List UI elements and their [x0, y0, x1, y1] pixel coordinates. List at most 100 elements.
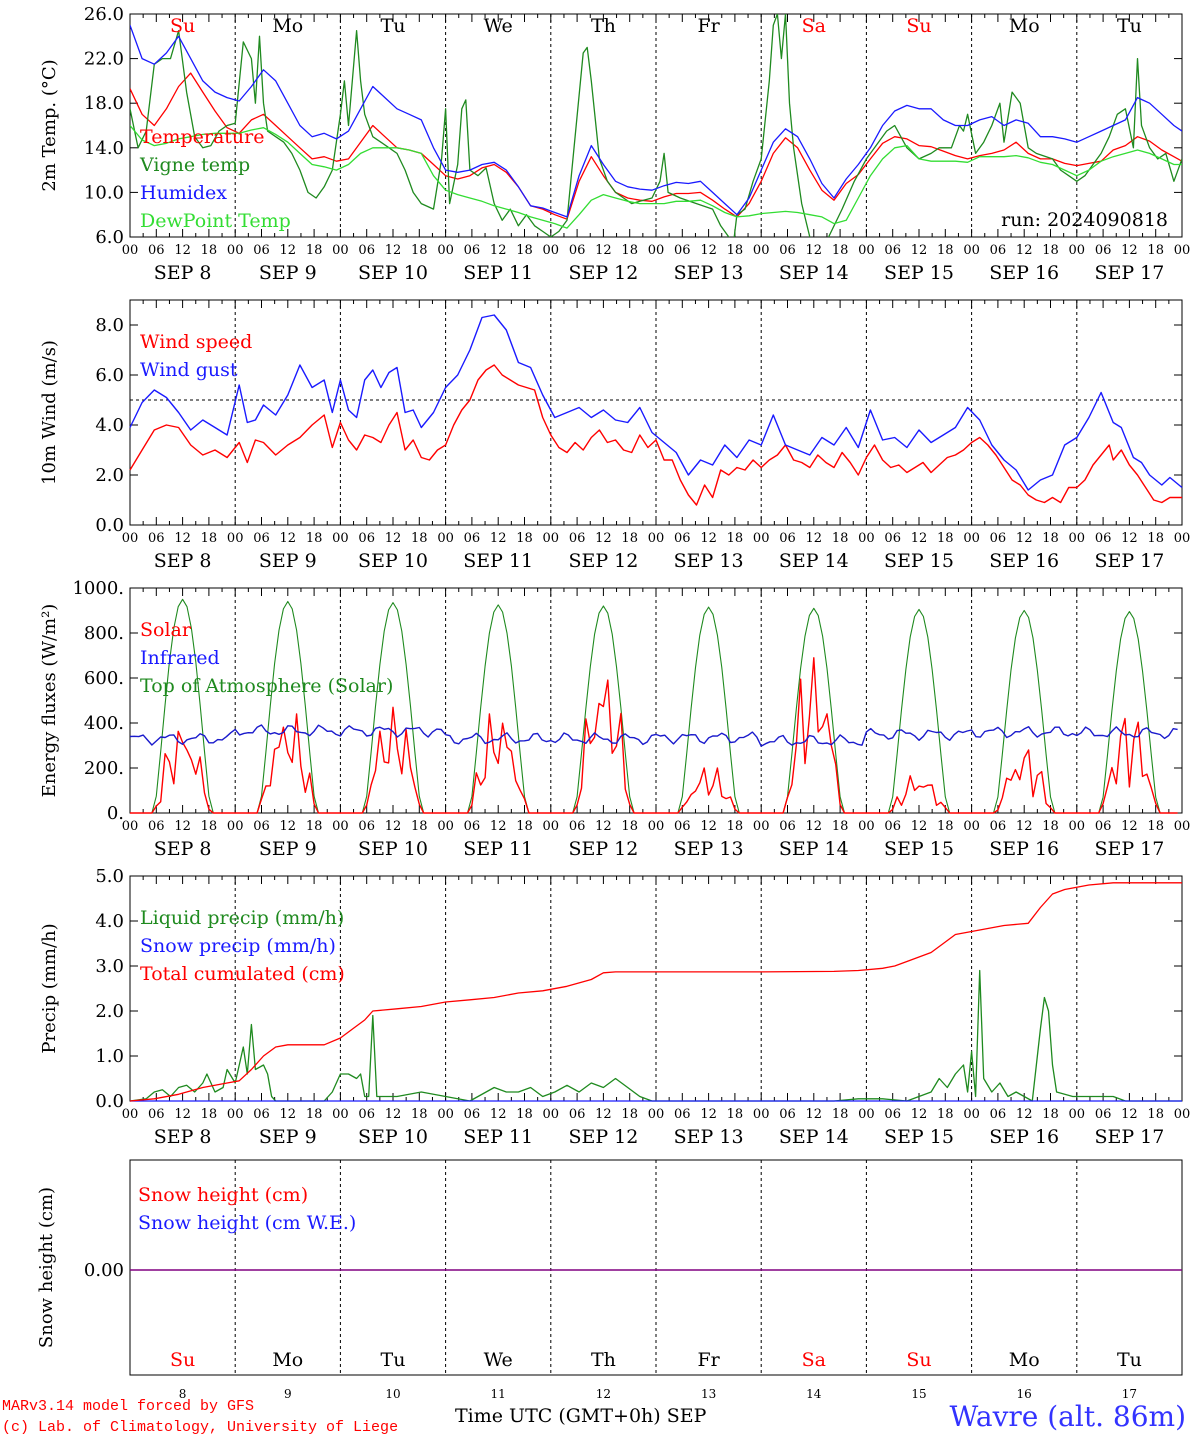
- hour-tick-label: 12: [806, 243, 823, 258]
- dow-label: Sa: [802, 1349, 826, 1371]
- legend-entry: Top of Atmosphere (Solar): [140, 675, 393, 697]
- date-label: SEP 10: [358, 550, 428, 572]
- hour-tick-label: 12: [595, 243, 612, 258]
- hour-tick-label: 18: [411, 1107, 428, 1122]
- date-label: SEP 10: [358, 838, 428, 860]
- hour-tick-label: 06: [253, 531, 270, 546]
- copyright-credit: (c) Lab. of Climatology, University of L…: [2, 1419, 399, 1436]
- hour-tick-label: 06: [569, 243, 586, 258]
- hour-tick-label: 18: [1147, 243, 1164, 258]
- hour-tick-label: 12: [911, 1107, 928, 1122]
- hour-tick-label: 12: [385, 243, 402, 258]
- hour-tick-label: 06: [1095, 243, 1112, 258]
- dow-label: Fr: [697, 1349, 720, 1371]
- hour-tick-label: 06: [990, 531, 1007, 546]
- dow-label: Tu: [1117, 15, 1142, 37]
- hour-tick-label: 18: [1042, 531, 1059, 546]
- date-label: SEP 17: [1094, 838, 1164, 860]
- model-credit: MARv3.14 model forced by GFS: [2, 1398, 255, 1415]
- hour-tick-label: 06: [884, 531, 901, 546]
- hour-tick-label: 18: [306, 531, 323, 546]
- hour-tick-label: 00: [332, 531, 349, 546]
- date-label: SEP 15: [884, 262, 954, 284]
- hour-tick-label: 06: [148, 243, 165, 258]
- date-label: SEP 14: [779, 1126, 849, 1148]
- hour-tick-label: 00: [1069, 1107, 1086, 1122]
- y-tick-label: 0.: [107, 803, 124, 824]
- hour-tick-label: 00: [963, 1107, 980, 1122]
- hour-tick-label: 18: [621, 819, 638, 834]
- date-label: SEP 15: [884, 550, 954, 572]
- y-tick-label: 10.0: [84, 182, 124, 203]
- hour-tick-label: 06: [358, 819, 375, 834]
- hour-tick-label: 06: [884, 1107, 901, 1122]
- hour-tick-label: 00: [227, 243, 244, 258]
- hour-tick-label: 12: [385, 819, 402, 834]
- hour-tick-label: 12: [911, 531, 928, 546]
- hour-tick-label: 06: [674, 1107, 691, 1122]
- hour-tick-label: 12: [1016, 243, 1033, 258]
- hour-tick-label: 06: [779, 1107, 796, 1122]
- hour-tick-label: 12: [174, 819, 191, 834]
- hour-tick-label: 06: [884, 819, 901, 834]
- hour-tick-label: 18: [727, 819, 744, 834]
- hour-tick-label: 06: [779, 243, 796, 258]
- hour-tick-label: 12: [700, 819, 717, 834]
- hour-tick-label: 00: [332, 243, 349, 258]
- y-tick-label: 6.0: [95, 365, 124, 386]
- hour-tick-label: 00: [858, 819, 875, 834]
- date-label: SEP 15: [884, 1126, 954, 1148]
- hour-tick-label: 18: [832, 531, 849, 546]
- hour-tick-label: 00: [753, 819, 770, 834]
- panel-frame: [129, 299, 1183, 526]
- legend-entry: DewPoint Temp: [140, 210, 291, 232]
- dow-label: Mo: [272, 1349, 303, 1371]
- hour-tick-label: 12: [806, 819, 823, 834]
- hour-tick-label: 12: [1016, 531, 1033, 546]
- series-line-top-of-atmosphere: [130, 598, 1178, 814]
- hour-tick-label: 18: [411, 819, 428, 834]
- hour-tick-label: 18: [727, 531, 744, 546]
- hour-tick-label: 12: [700, 243, 717, 258]
- hour-tick-label: 06: [569, 531, 586, 546]
- series-line-solar: [130, 657, 1178, 814]
- hour-tick-label: 12: [174, 1107, 191, 1122]
- panel-4: 00 06 12 18 00 06 12 18 00 06 12 18 00 06 12 18 00 06 12 18…: [39, 866, 1190, 1148]
- hour-tick-label: 18: [727, 243, 744, 258]
- hour-tick-label: 06: [464, 819, 481, 834]
- date-label: SEP 8: [154, 1126, 212, 1148]
- hour-tick-label: 00: [858, 243, 875, 258]
- hour-tick-label: 18: [937, 819, 954, 834]
- hour-tick-label: 00: [543, 531, 560, 546]
- hour-tick-label: 06: [674, 531, 691, 546]
- y-tick-label: 0.00: [84, 1260, 124, 1281]
- day-number-label: 8: [179, 1387, 187, 1401]
- hour-tick-label: 12: [1121, 531, 1138, 546]
- date-label: SEP 13: [674, 262, 744, 284]
- date-label: SEP 16: [989, 262, 1059, 284]
- hour-tick-label: 18: [306, 243, 323, 258]
- hour-tick-label: 18: [201, 1107, 218, 1122]
- dow-label: We: [484, 15, 513, 37]
- legend-entry: Snow height (cm W.E.): [138, 1212, 356, 1234]
- date-label: SEP 16: [989, 1126, 1059, 1148]
- legend-entry: Snow precip (mm/h): [140, 935, 336, 957]
- hour-tick-label: 06: [674, 819, 691, 834]
- series-line-dewpoint-temp: [130, 125, 1182, 229]
- hour-tick-label: 18: [516, 1107, 533, 1122]
- hour-tick-label: 18: [1147, 819, 1164, 834]
- hour-tick-label: 06: [1095, 1107, 1112, 1122]
- hour-tick-label: 00: [753, 1107, 770, 1122]
- panel-1: 00 06 12 18 00 06 12 18 00 06 12 18 00 06 12 18 00 06 12 18…: [39, 4, 1190, 284]
- date-label: SEP 10: [358, 262, 428, 284]
- y-tick-label: 6.0: [95, 227, 124, 248]
- hour-tick-label: 18: [727, 1107, 744, 1122]
- hour-tick-label: 00: [858, 531, 875, 546]
- hour-tick-label: 06: [358, 243, 375, 258]
- hour-tick-label: 18: [1042, 819, 1059, 834]
- date-label: SEP 8: [154, 550, 212, 572]
- hour-tick-label: 12: [490, 531, 507, 546]
- legend-entry: Vigne temp: [139, 154, 250, 176]
- dow-label: Mo: [1009, 15, 1040, 37]
- hour-tick-label: 06: [148, 1107, 165, 1122]
